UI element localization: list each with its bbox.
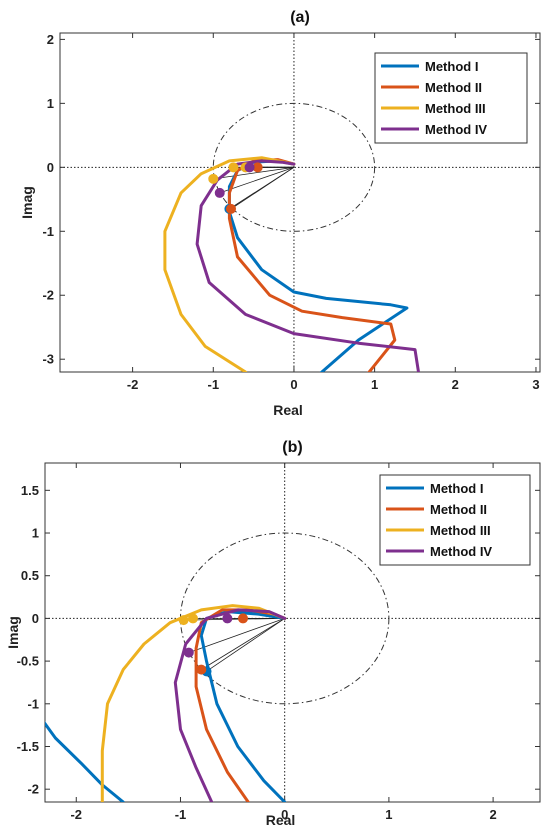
- panel-b-x-axis-label: Real: [266, 812, 296, 828]
- panel-a-series-method-iii: [163, 156, 296, 372]
- panel-b-x-tick-label: -1: [175, 807, 187, 822]
- panel-a-origin-ray: [213, 166, 295, 180]
- panel-a-legend-label: Method I: [425, 59, 478, 74]
- panel-b-series-method-ii: [194, 608, 287, 802]
- panel-a-marker-method-iii: [208, 173, 219, 184]
- panel-a-legend-label: Method III: [425, 101, 486, 116]
- panel-a-x-tick-label: 2: [452, 377, 459, 392]
- panel-b-series-method-iii: [100, 604, 287, 802]
- panel-b-x-tick-label: 0: [281, 807, 288, 822]
- panel-a-x-axis-label: Real: [273, 402, 303, 418]
- panel-a-y-tick-label: 1: [47, 96, 54, 111]
- panel-b-y-tick-label: -2: [27, 782, 39, 797]
- panel-a-unit-circle: [212, 102, 376, 232]
- panel-a-origin-ray: [230, 166, 295, 210]
- panel-a-series-method-ii: [227, 158, 397, 372]
- panel-a-marker-method-iv: [214, 187, 225, 198]
- panel-b-origin-ray: [201, 618, 285, 670]
- panel-b-y-tick-label: -1.5: [17, 739, 39, 754]
- panel-a-marker-method-ii: [226, 203, 237, 214]
- panel-b-title: (b): [282, 439, 302, 456]
- panel-b-marker-method-iii: [187, 613, 198, 624]
- panel-a-x-tick-label: 1: [371, 377, 378, 392]
- panel-b-marker-method-iv: [183, 647, 194, 658]
- panel-a-legend-label: Method IV: [425, 122, 487, 137]
- panel-b-marker-method-iii: [178, 615, 189, 626]
- panel-b-x-tick-label: 1: [385, 807, 392, 822]
- panel-b-x-tick-label: -2: [70, 807, 82, 822]
- panel-b-marker-method-ii: [196, 664, 207, 675]
- panel-b-y-tick-label: 1.5: [21, 483, 39, 498]
- panel-b-y-tick-label: 0.5: [21, 568, 39, 583]
- panel-a-title: (a): [290, 9, 310, 26]
- panel-b-y-tick-label: 1: [32, 526, 39, 541]
- panel-b-marker-method-ii: [238, 613, 248, 624]
- panel-a-y-tick-label: 0: [47, 160, 54, 175]
- panel-a-marker-method-iii: [228, 162, 239, 173]
- panel-b-legend-label: Method IV: [430, 544, 492, 559]
- panel-a-x-tick-label: 3: [532, 377, 539, 392]
- panel-b-x-tick-label: 2: [489, 807, 496, 822]
- panel-b-series-method-i: [45, 721, 125, 802]
- panel-a-y-tick-label: -1: [42, 224, 54, 239]
- panel-b-legend-label: Method II: [430, 502, 487, 517]
- panel-b-y-axis-label: Imag: [5, 616, 21, 649]
- panel-b-y-tick-label: -0.5: [17, 654, 39, 669]
- panel-b-origin-ray: [206, 618, 285, 672]
- panel-a-marker-method-iv: [244, 162, 255, 173]
- panel-a-series-method-i: [227, 159, 409, 372]
- panel-b-marker-method-iv: [222, 613, 233, 624]
- panel-a-x-tick-label: -1: [207, 377, 219, 392]
- panel-a-plot-frame: [59, 32, 541, 373]
- panel-a-y-axis-label: Imag: [19, 186, 35, 219]
- panel-a-y-tick-label: -2: [42, 288, 54, 303]
- panel-a-y-tick-label: -3: [42, 352, 54, 367]
- panel-b-plot-frame: [44, 462, 541, 803]
- panel-a-x-tick-label: -2: [127, 377, 139, 392]
- panel-b-legend-label: Method III: [430, 523, 491, 538]
- panel-b-y-tick-label: -1: [27, 696, 39, 711]
- panel-a-series-method-iv: [195, 159, 421, 372]
- panel-a-x-tick-label: 0: [290, 377, 297, 392]
- panel-b-y-tick-label: 0: [32, 611, 39, 626]
- panel-b-series-method-iv: [173, 608, 287, 802]
- panel-a-legend-label: Method II: [425, 80, 482, 95]
- panel-a-y-tick-label: 2: [47, 32, 54, 47]
- panel-b-legend-label: Method I: [430, 481, 483, 496]
- panel-b-series-method-i: [199, 610, 287, 802]
